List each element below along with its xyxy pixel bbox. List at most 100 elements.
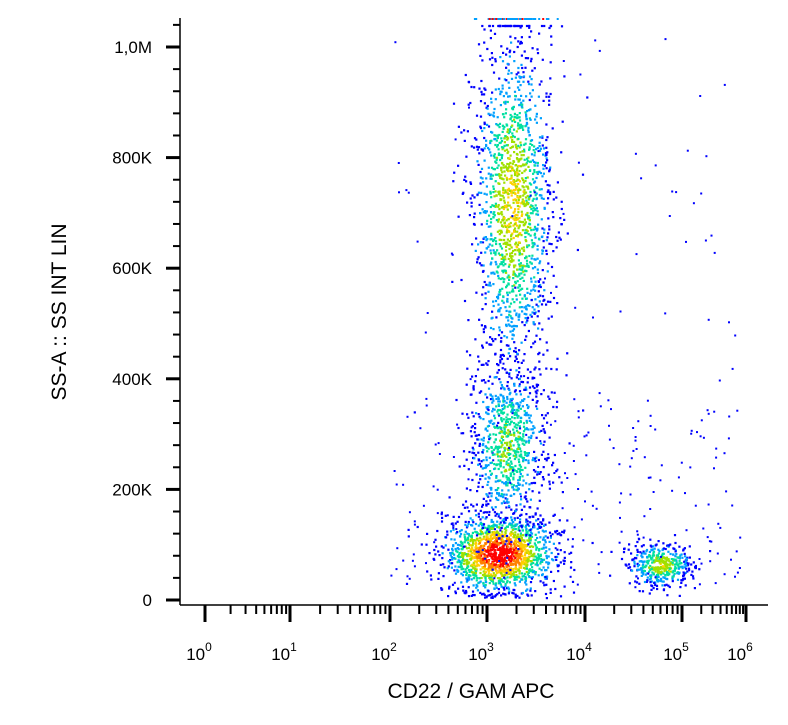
event-dot — [485, 511, 488, 514]
event-dot — [655, 566, 658, 569]
event-dot — [521, 545, 525, 548]
event-dot — [516, 440, 519, 443]
event-dot — [518, 75, 521, 78]
event-dot — [500, 387, 503, 390]
event-dot — [521, 310, 524, 313]
event-dot — [464, 538, 467, 541]
event-dot — [529, 292, 532, 295]
event-dot — [511, 232, 514, 235]
event-dot — [501, 557, 504, 560]
event-dot — [483, 28, 486, 31]
event-dot — [469, 101, 472, 105]
event-dot — [495, 557, 498, 560]
event-dot — [460, 552, 464, 555]
event-dot — [492, 238, 496, 241]
event-dot — [442, 546, 445, 549]
event-dot — [510, 433, 513, 436]
event-dot — [518, 536, 521, 539]
event-dot — [500, 137, 503, 140]
event-dot — [511, 591, 514, 594]
event-dot — [521, 171, 524, 174]
event-dot — [473, 549, 476, 552]
event-dot — [500, 331, 504, 334]
event-dot — [493, 563, 496, 567]
event-dot — [671, 563, 674, 566]
event-dot — [490, 592, 493, 596]
event-dot — [469, 548, 472, 551]
event-dot — [497, 87, 500, 91]
event-dot — [520, 125, 523, 128]
event-dot — [710, 540, 713, 543]
event-dot — [497, 548, 500, 551]
event-dot — [473, 146, 476, 149]
event-dot — [528, 254, 531, 258]
event-dot — [520, 572, 524, 575]
event-dot — [524, 414, 528, 417]
event-dot — [669, 562, 672, 565]
event-dot — [509, 117, 512, 120]
event-dot — [502, 553, 506, 556]
event-dot — [520, 495, 522, 498]
event-dot — [495, 263, 498, 266]
event-dot — [509, 216, 512, 219]
event-dot — [489, 141, 492, 145]
event-dot — [540, 484, 543, 487]
event-dot — [481, 573, 485, 577]
event-dot — [476, 546, 479, 549]
event-dot — [519, 524, 522, 528]
event-dot — [659, 479, 662, 482]
event-dot — [528, 117, 531, 120]
event-dot — [502, 592, 505, 595]
event-dot — [503, 137, 506, 140]
event-dot — [484, 297, 487, 300]
event-dot — [473, 196, 476, 199]
event-dot — [713, 467, 715, 470]
event-dot — [519, 40, 523, 43]
event-dot — [496, 480, 500, 483]
event-dot — [505, 108, 508, 111]
event-dot — [484, 517, 487, 520]
event-dot — [548, 521, 551, 524]
event-dot — [503, 407, 506, 410]
event-dot — [536, 400, 539, 403]
event-dot — [509, 302, 513, 305]
event-dot — [542, 147, 546, 150]
event-dot — [482, 241, 485, 244]
event-dot — [441, 516, 444, 519]
event-dot — [482, 363, 485, 366]
event-dot — [487, 594, 490, 597]
event-dot — [484, 531, 487, 534]
event-dot — [531, 267, 535, 270]
event-dot — [529, 205, 532, 208]
event-dot — [491, 401, 494, 404]
event-dot — [518, 112, 521, 115]
event-dot — [519, 264, 522, 267]
event-dot — [508, 263, 511, 266]
event-dot — [476, 490, 479, 493]
event-dot — [490, 232, 493, 235]
event-dot — [476, 589, 479, 592]
event-dot — [506, 481, 509, 485]
event-dot — [518, 477, 521, 480]
event-dot — [544, 180, 547, 183]
event-dot — [493, 107, 496, 111]
event-dot — [508, 557, 511, 560]
event-dot — [500, 453, 503, 456]
density-dots-layer — [390, 18, 742, 600]
event-dot — [517, 431, 520, 434]
event-dot — [527, 571, 530, 574]
event-dot — [497, 220, 500, 223]
event-dot — [501, 495, 505, 498]
event-dot — [529, 194, 532, 197]
event-dot — [517, 528, 520, 531]
event-dot — [481, 208, 484, 211]
event-dot — [465, 155, 468, 158]
event-dot — [526, 549, 529, 552]
event-dot — [405, 582, 409, 585]
event-dot — [463, 464, 466, 467]
event-dot — [452, 528, 455, 531]
event-dot — [504, 166, 507, 169]
event-dot — [675, 553, 678, 556]
event-dot — [527, 452, 530, 455]
event-dot — [507, 592, 510, 595]
